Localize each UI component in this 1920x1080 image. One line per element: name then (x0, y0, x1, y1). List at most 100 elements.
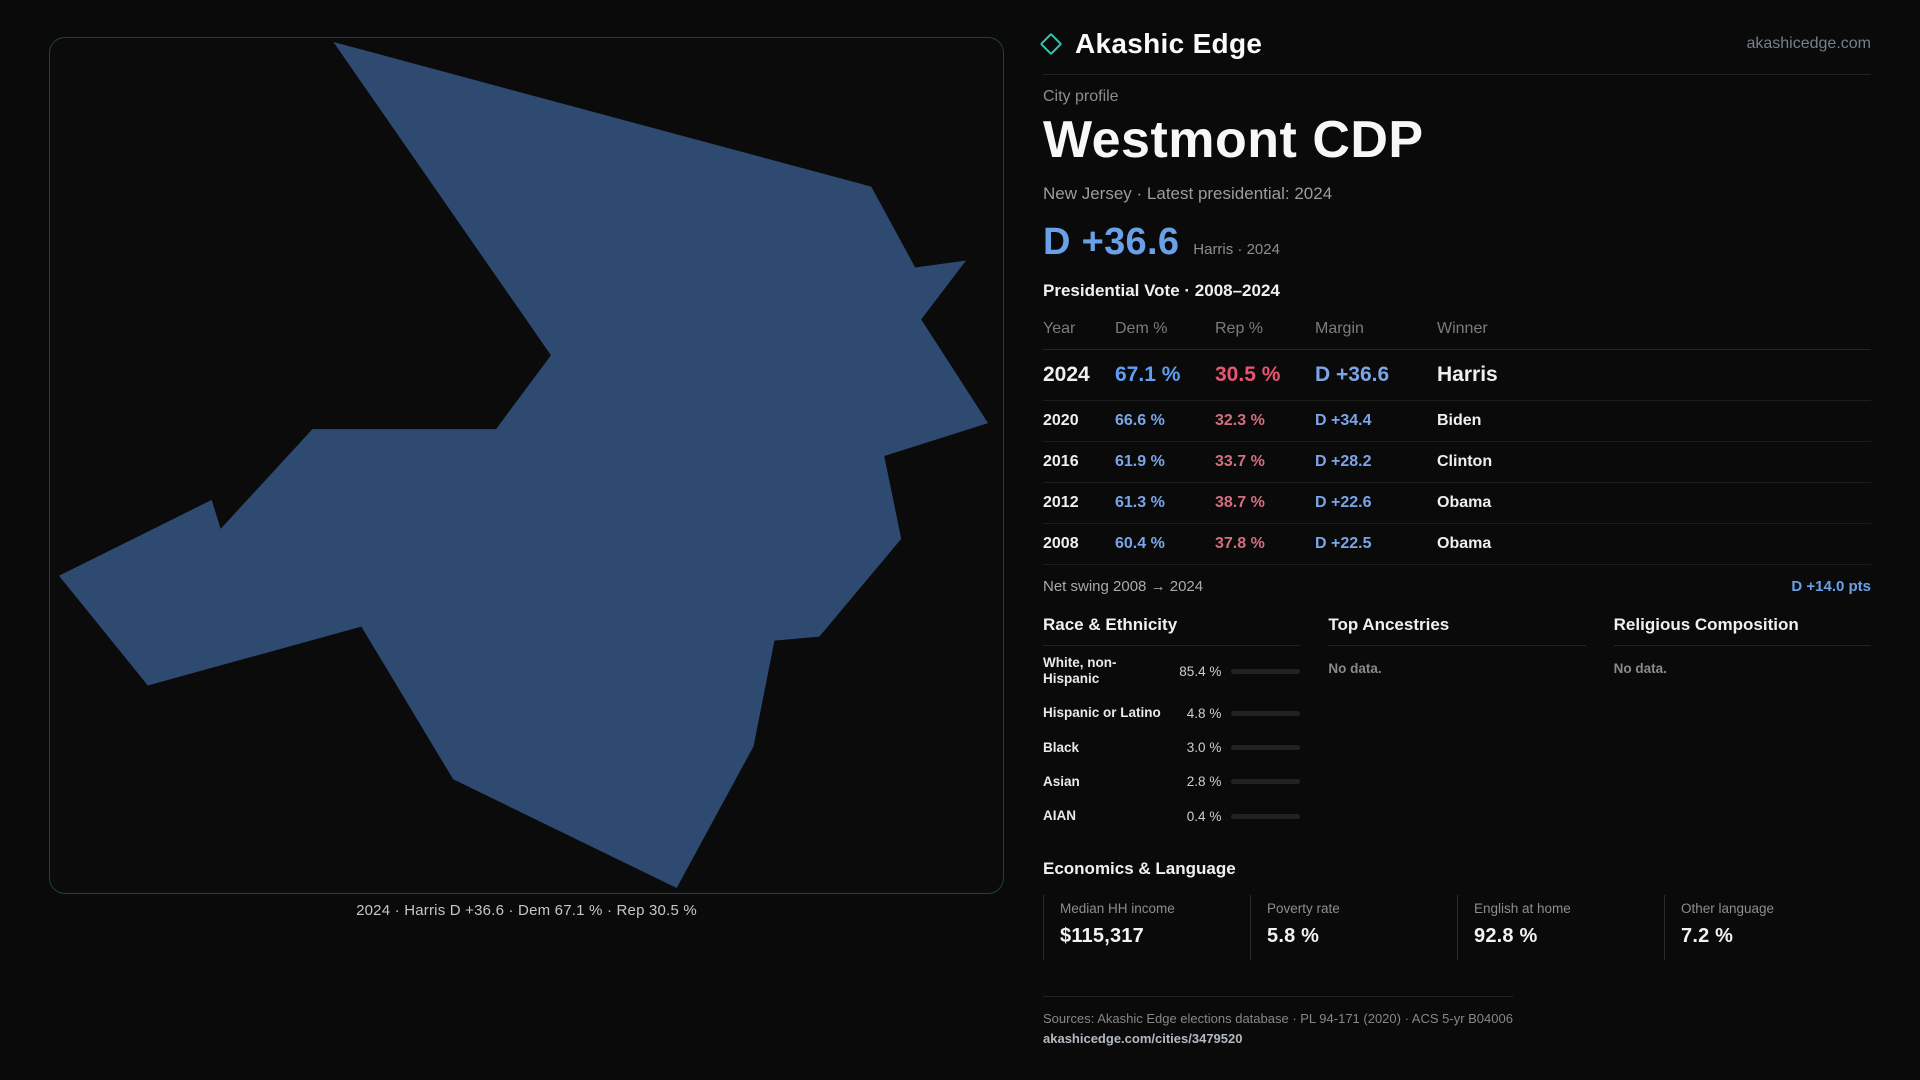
stat-card: Median HH income $115,317 (1043, 895, 1250, 961)
year-cell: 2012 (1043, 494, 1079, 511)
table-row: 2020 66.6 % 32.3 % D +34.4 Biden (1043, 401, 1871, 442)
permalink-link[interactable]: akashicedge.com/cities/3479520 (1043, 1031, 1243, 1047)
footer: Sources: Akashic Edge elections database… (1043, 996, 1871, 1048)
winner-cell: Harris (1437, 363, 1498, 386)
winner-cell: Obama (1437, 535, 1492, 552)
dem-cell: 60.4 % (1115, 535, 1165, 552)
table-row: 2012 61.3 % 38.7 % D +22.6 Obama (1043, 483, 1871, 524)
margin-cell: D +36.6 (1315, 363, 1390, 386)
margin-cell: D +22.5 (1315, 535, 1372, 552)
race-row: AIAN 0.4 % (1043, 799, 1301, 833)
footer-divider (1043, 996, 1513, 998)
race-row: White, non-Hispanic 85.4 % (1043, 646, 1301, 696)
race-row: Asian 2.8 % (1043, 765, 1301, 799)
rep-cell: 37.8 % (1215, 535, 1265, 552)
col-dem: Dem % (1115, 320, 1168, 337)
race-bar (1231, 745, 1301, 751)
race-label: Asian (1043, 773, 1080, 789)
stat-label: Median HH income (1060, 901, 1175, 917)
page-title: Westmont CDP (1043, 111, 1424, 169)
net-swing-label: Net swing 2008 → 2024 (1043, 578, 1204, 595)
diamond-icon (1039, 32, 1063, 56)
race-ethnicity-section: Race & Ethnicity White, non-Hispanic 85.… (1043, 615, 1301, 833)
winner-cell: Biden (1437, 412, 1482, 429)
margin-cell: D +34.4 (1315, 412, 1372, 429)
table-row: 2008 60.4 % 37.8 % D +22.5 Obama (1043, 524, 1871, 565)
header: Akashic Edge akashicedge.com (1039, 28, 1871, 75)
vote-table-header: Year Dem % Rep % Margin Winner (1043, 309, 1871, 350)
demographics-columns: Race & Ethnicity White, non-Hispanic 85.… (1043, 615, 1871, 833)
col-margin: Margin (1315, 320, 1364, 337)
dem-cell: 66.6 % (1115, 412, 1165, 429)
religious-composition-title: Religious Composition (1613, 615, 1871, 646)
race-value: 85.4 % (1179, 663, 1222, 679)
winner-cell: Clinton (1437, 453, 1493, 470)
stat-value: 7.2 % (1681, 925, 1734, 948)
year-cell: 2008 (1043, 535, 1079, 552)
brand-name: Akashic Edge (1075, 28, 1263, 59)
ancestries-no-data: No data. (1328, 661, 1382, 676)
dem-cell: 67.1 % (1115, 363, 1181, 386)
race-value: 2.8 % (1186, 774, 1222, 790)
stat-label: English at home (1474, 901, 1571, 917)
year-cell: 2024 (1043, 363, 1090, 386)
rep-cell: 30.5 % (1215, 363, 1281, 386)
economics-title: Economics & Language (1043, 859, 1236, 879)
stat-card: Other language 7.2 % (1664, 895, 1871, 961)
religious-composition-section: Religious Composition No data. (1613, 615, 1871, 833)
page-subtitle: New Jersey · Latest presidential: 2024 (1043, 184, 1333, 203)
winner-cell: Obama (1437, 494, 1492, 511)
race-value: 3.0 % (1186, 740, 1222, 756)
race-bar (1231, 813, 1301, 819)
stat-card: Poverty rate 5.8 % (1250, 895, 1457, 961)
brand: Akashic Edge (1039, 28, 1263, 60)
net-swing-value: D +14.0 pts (1791, 578, 1871, 595)
city-profile-panel: Akashic Edge akashicedge.com City profil… (1039, 28, 1871, 1048)
race-bar (1231, 668, 1301, 674)
presidential-vote-table: Year Dem % Rep % Margin Winner 2024 67.1… (1043, 309, 1871, 565)
city-boundary-shape[interactable] (58, 41, 989, 889)
dem-cell: 61.3 % (1115, 494, 1165, 511)
race-label: Black (1043, 739, 1080, 755)
stat-card: English at home 92.8 % (1457, 895, 1664, 961)
table-row: 2016 61.9 % 33.7 % D +28.2 Clinton (1043, 442, 1871, 483)
top-ancestries-section: Top Ancestries No data. (1328, 615, 1586, 833)
city-map (58, 41, 989, 889)
city-map-panel (49, 37, 1004, 894)
economics-stats: Median HH income $115,317 Poverty rate 5… (1043, 895, 1871, 961)
stat-value: $115,317 (1060, 925, 1144, 948)
col-rep: Rep % (1215, 320, 1264, 337)
headline-margin: D +36.6 (1043, 221, 1180, 263)
stat-value: 5.8 % (1267, 925, 1320, 948)
site-domain-link[interactable]: akashicedge.com (1746, 35, 1871, 52)
vote-table-title: Presidential Vote · 2008–2024 (1043, 281, 1280, 300)
headline-note: Harris · 2024 (1193, 241, 1280, 258)
margin-cell: D +22.6 (1315, 494, 1372, 511)
race-bar (1231, 710, 1301, 716)
map-caption: 2024 · Harris D +36.6 · Dem 67.1 % · Rep… (356, 902, 697, 919)
col-year: Year (1043, 320, 1076, 337)
headline-margin-row: D +36.6 Harris · 2024 (1043, 221, 1871, 264)
race-label: AIAN (1043, 807, 1076, 823)
race-label: White, non-Hispanic (1043, 655, 1117, 687)
race-row: Black 3.0 % (1043, 731, 1301, 765)
stat-label: Other language (1681, 901, 1775, 917)
net-swing-row: Net swing 2008 → 2024 D +14.0 pts (1043, 565, 1871, 595)
race-row: Hispanic or Latino 4.8 % (1043, 696, 1301, 730)
race-ethnicity-title: Race & Ethnicity (1043, 615, 1301, 646)
dem-cell: 61.9 % (1115, 453, 1165, 470)
rep-cell: 33.7 % (1215, 453, 1265, 470)
sources-text: Sources: Akashic Edge elections database… (1043, 1011, 1513, 1027)
race-label: Hispanic or Latino (1043, 705, 1161, 721)
rep-cell: 38.7 % (1215, 494, 1265, 511)
stat-value: 92.8 % (1474, 925, 1538, 948)
col-winner: Winner (1437, 320, 1488, 337)
page-kicker: City profile (1043, 88, 1119, 105)
top-ancestries-title: Top Ancestries (1328, 615, 1586, 646)
year-cell: 2020 (1043, 412, 1079, 429)
race-bar (1231, 779, 1301, 785)
margin-cell: D +28.2 (1315, 453, 1372, 470)
race-value: 4.8 % (1186, 705, 1222, 721)
race-value: 0.4 % (1186, 808, 1222, 824)
stat-label: Poverty rate (1267, 901, 1340, 917)
